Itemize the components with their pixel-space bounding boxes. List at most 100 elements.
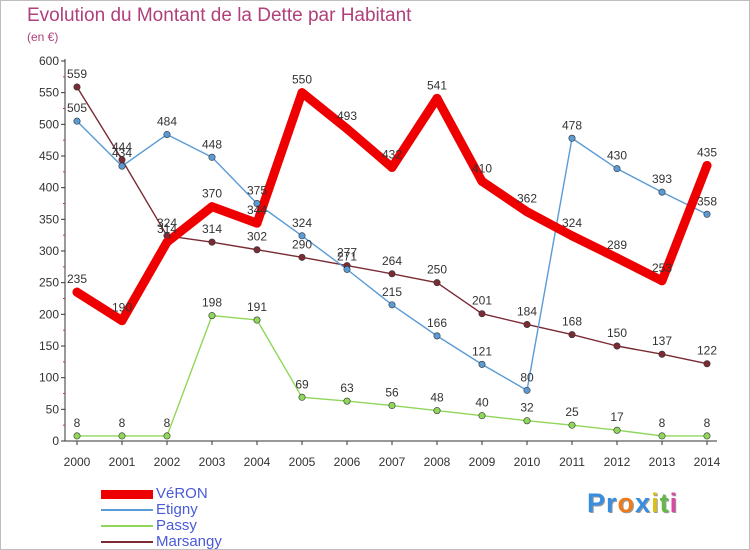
data-label: 393 bbox=[652, 172, 672, 186]
data-label: 432 bbox=[382, 147, 402, 161]
data-label: 271 bbox=[337, 249, 357, 263]
data-label: 435 bbox=[697, 146, 717, 160]
data-label: 324 bbox=[157, 216, 177, 230]
data-label: 40 bbox=[475, 396, 489, 410]
legend-swatch bbox=[101, 509, 153, 511]
data-point bbox=[162, 237, 172, 247]
data-point bbox=[208, 238, 216, 246]
x-tick-label: 2011 bbox=[559, 455, 585, 469]
data-point bbox=[298, 393, 306, 401]
x-tick-label: 2010 bbox=[514, 455, 541, 469]
data-label: 184 bbox=[517, 304, 537, 318]
data-label: 235 bbox=[67, 272, 87, 286]
data-point bbox=[567, 231, 577, 241]
data-label: 264 bbox=[382, 254, 402, 268]
data-label: 550 bbox=[292, 73, 312, 87]
x-tick-label: 2002 bbox=[154, 455, 181, 469]
logo-letter: i bbox=[669, 488, 679, 518]
x-tick-label: 2009 bbox=[469, 455, 496, 469]
data-point bbox=[253, 316, 261, 324]
data-point bbox=[387, 162, 397, 172]
legend-label: Etigny bbox=[156, 501, 198, 518]
data-point bbox=[118, 432, 126, 440]
x-tick-label: 2004 bbox=[244, 455, 271, 469]
y-tick-label: 500 bbox=[39, 117, 59, 131]
data-label: 190 bbox=[112, 301, 132, 315]
data-point bbox=[388, 402, 396, 410]
data-label: 250 bbox=[427, 263, 447, 277]
data-label: 8 bbox=[74, 416, 81, 430]
legend-item-marsangy: Marsangy bbox=[101, 533, 222, 550]
data-point bbox=[658, 188, 666, 196]
x-tick-label: 2007 bbox=[379, 455, 406, 469]
data-point bbox=[478, 412, 486, 420]
data-label: 48 bbox=[430, 391, 444, 405]
logo-letter: P bbox=[587, 488, 607, 518]
data-point bbox=[522, 207, 532, 217]
y-tick-label: 100 bbox=[39, 371, 59, 385]
data-label: 314 bbox=[202, 222, 222, 236]
data-label: 370 bbox=[202, 187, 222, 201]
chart-subtitle: (en €) bbox=[27, 30, 59, 44]
data-point bbox=[343, 397, 351, 405]
data-point bbox=[613, 342, 621, 350]
line-chart: 0 50 100 150 200 250 300 350 400 450 500 550 600 2000… bbox=[39, 54, 721, 469]
data-point bbox=[117, 316, 127, 326]
data-point bbox=[342, 124, 352, 134]
data-point bbox=[253, 246, 261, 254]
data-point bbox=[73, 83, 81, 91]
data-label: 493 bbox=[337, 109, 357, 123]
data-point bbox=[72, 287, 82, 297]
axes: 0 50 100 150 200 250 300 350 400 450 500 550 600 2000… bbox=[39, 54, 721, 469]
legend-swatch bbox=[101, 489, 153, 499]
data-label: 8 bbox=[164, 416, 171, 430]
data-label: 17 bbox=[610, 410, 624, 424]
legend-label: Marsangy bbox=[156, 533, 222, 550]
data-point bbox=[252, 218, 262, 228]
data-label: 191 bbox=[247, 300, 267, 314]
data-point bbox=[208, 312, 216, 320]
data-point bbox=[433, 332, 441, 340]
data-point bbox=[478, 310, 486, 318]
data-point bbox=[343, 265, 351, 273]
logo-letter: t bbox=[659, 488, 670, 518]
data-point bbox=[298, 253, 306, 261]
data-point bbox=[388, 270, 396, 278]
x-tick-label: 2012 bbox=[604, 455, 631, 469]
data-label: 324 bbox=[292, 216, 312, 230]
data-point bbox=[73, 117, 81, 125]
x-tick-label: 2008 bbox=[424, 455, 451, 469]
data-label: 25 bbox=[565, 405, 579, 419]
y-tick-label: 50 bbox=[46, 402, 60, 416]
data-label: 69 bbox=[295, 377, 309, 391]
legend-swatch bbox=[101, 541, 153, 543]
proxiti-logo: Proxiti bbox=[587, 488, 678, 519]
data-point bbox=[613, 165, 621, 173]
data-label: 32 bbox=[520, 401, 534, 415]
data-label: 448 bbox=[202, 137, 222, 151]
x-tick-label: 2003 bbox=[199, 455, 226, 469]
data-label: 56 bbox=[385, 386, 399, 400]
data-point bbox=[703, 432, 711, 440]
data-point bbox=[208, 153, 216, 161]
data-point bbox=[523, 417, 531, 425]
data-label: 505 bbox=[67, 101, 87, 115]
data-point bbox=[703, 360, 711, 368]
logo-letter: i bbox=[651, 488, 660, 518]
data-point bbox=[658, 432, 666, 440]
data-label: 277 bbox=[337, 246, 357, 260]
data-label: 410 bbox=[472, 161, 492, 175]
data-label: 358 bbox=[697, 194, 717, 208]
data-point bbox=[207, 202, 217, 212]
data-point bbox=[432, 93, 442, 103]
y-tick-label: 600 bbox=[39, 54, 59, 68]
data-label: 444 bbox=[112, 140, 132, 154]
logo-letter: o bbox=[617, 488, 636, 518]
data-label: 375 bbox=[247, 184, 267, 198]
data-label: 314 bbox=[157, 222, 177, 236]
data-point bbox=[297, 88, 307, 98]
data-point bbox=[163, 130, 171, 138]
data-point bbox=[477, 176, 487, 186]
data-label: 362 bbox=[517, 192, 537, 206]
